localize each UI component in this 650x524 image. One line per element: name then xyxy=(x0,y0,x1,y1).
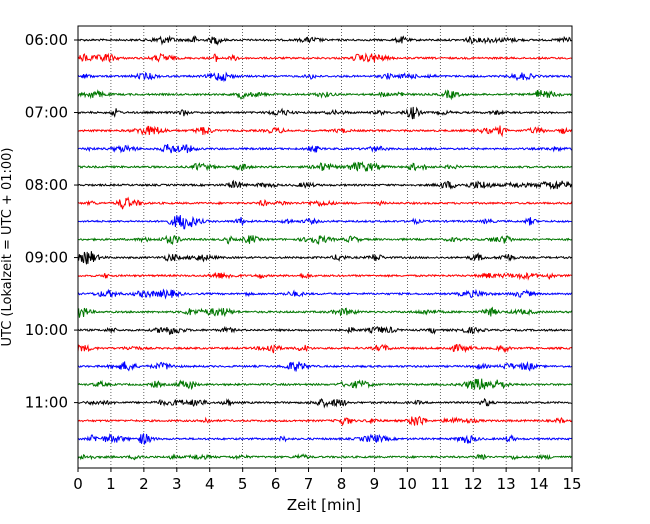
trace-row xyxy=(77,89,573,101)
x-tick-label: 3 xyxy=(172,475,182,493)
x-tick-label: 1 xyxy=(106,475,116,493)
trace-row xyxy=(77,34,573,46)
x-tick-label: 11 xyxy=(431,475,450,493)
x-tick-label: 13 xyxy=(497,475,516,493)
x-tick-label: 6 xyxy=(271,475,281,493)
trace-row xyxy=(77,71,572,83)
trace-row xyxy=(77,397,573,409)
trace-row xyxy=(77,343,573,354)
trace-row xyxy=(77,432,573,445)
trace-row xyxy=(77,271,573,281)
trace-row xyxy=(77,196,573,210)
trace-row xyxy=(77,378,573,391)
x-tick-label: 14 xyxy=(530,475,549,493)
trace-row xyxy=(77,214,573,230)
trace-row xyxy=(77,325,573,336)
x-tick-label: 2 xyxy=(139,475,149,493)
y-tick-label: 11:00 xyxy=(25,394,68,412)
x-axis-ticks: 0 1 2 3 4 5 6 7 8 9 10 11 12 13 14 15 xyxy=(73,468,582,493)
y-tick-label: 06:00 xyxy=(25,31,68,49)
x-tick-label: 8 xyxy=(337,475,347,493)
trace-row xyxy=(77,453,573,461)
x-tick-label: 12 xyxy=(464,475,483,493)
trace-row xyxy=(77,160,573,172)
trace-row xyxy=(77,306,573,318)
x-axis-label: Zeit [min] xyxy=(287,496,361,514)
trace-row xyxy=(77,179,573,190)
trace-layer xyxy=(77,34,573,461)
trace-row xyxy=(77,106,573,120)
plot-frame xyxy=(77,25,573,469)
y-tick-label: 09:00 xyxy=(25,249,68,267)
y-axis-ticks: 06:00 07:00 08:00 09:00 10:00 11:00 xyxy=(25,31,78,412)
y-axis-label: UTC (Lokalzeit = UTC + 01:00) xyxy=(0,148,15,347)
x-tick-label: 5 xyxy=(238,475,248,493)
x-tick-label: 15 xyxy=(562,475,581,493)
x-tick-label: 10 xyxy=(398,475,417,493)
x-tick-label: 0 xyxy=(73,475,83,493)
y-tick-label: 07:00 xyxy=(25,104,68,122)
trace-row xyxy=(77,125,573,138)
trace-row xyxy=(77,234,573,246)
trace-row xyxy=(77,415,573,427)
y-tick-label: 10:00 xyxy=(25,321,68,339)
x-tick-label: 7 xyxy=(304,475,314,493)
x-tick-label: 4 xyxy=(205,475,215,493)
x-tick-label: 9 xyxy=(370,475,380,493)
trace-row xyxy=(77,251,573,265)
grid-layer xyxy=(110,26,540,468)
trace-row xyxy=(78,361,573,372)
trace-row xyxy=(77,52,573,63)
trace-row xyxy=(77,144,573,154)
trace-row xyxy=(77,288,573,300)
y-tick-label: 08:00 xyxy=(25,176,68,194)
